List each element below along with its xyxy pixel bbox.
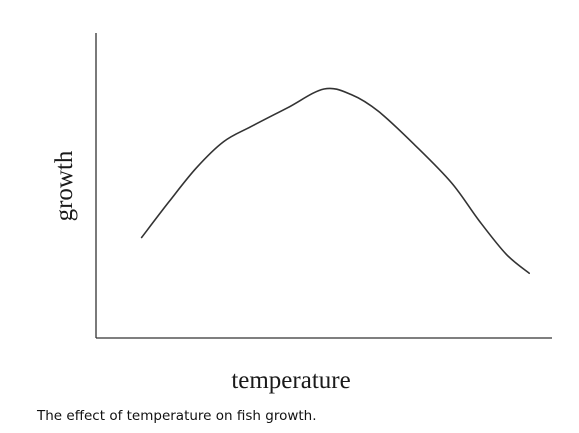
- figure-caption: The effect of temperature on fish growth…: [37, 408, 317, 424]
- x-axis-label: temperature: [231, 367, 350, 394]
- growth-curve-line: [140, 87, 530, 275]
- y-axis-label: growth: [51, 150, 78, 221]
